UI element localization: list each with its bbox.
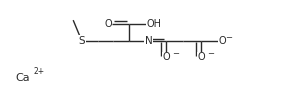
Text: −: − <box>207 49 214 58</box>
Text: O: O <box>162 52 170 62</box>
Text: −: − <box>225 33 232 42</box>
Text: N: N <box>145 36 153 46</box>
Text: −: − <box>172 49 179 58</box>
Text: O: O <box>197 52 205 62</box>
Text: 2+: 2+ <box>33 67 44 76</box>
Text: Ca: Ca <box>16 73 30 83</box>
Text: S: S <box>78 36 85 46</box>
Text: OH: OH <box>146 18 161 29</box>
Text: O: O <box>104 18 112 29</box>
Text: O: O <box>218 36 226 46</box>
